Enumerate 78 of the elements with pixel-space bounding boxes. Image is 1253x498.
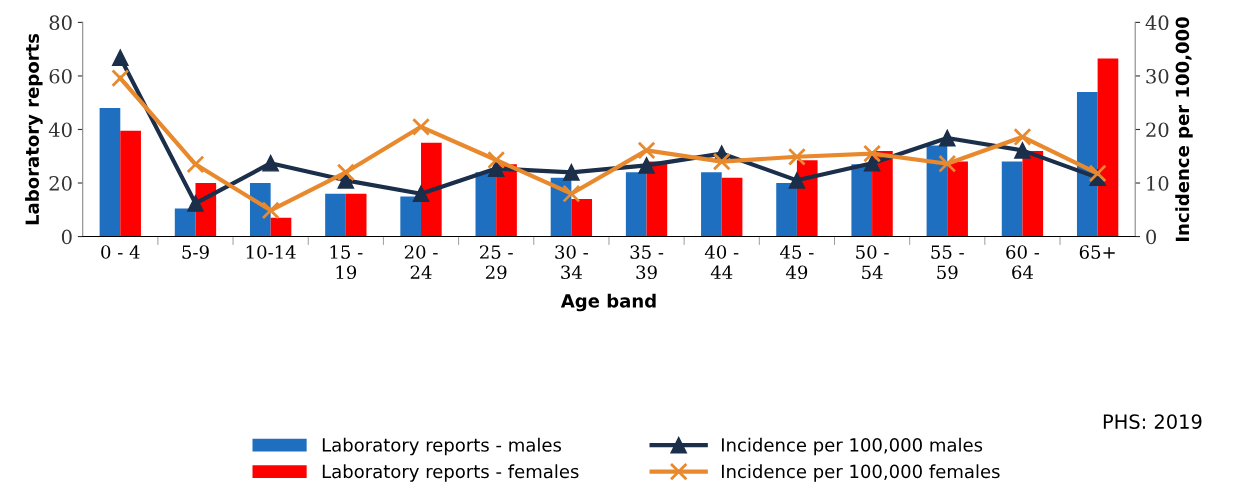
point: [638, 157, 655, 174]
point: [261, 201, 280, 220]
y2-tick-label: 30: [1146, 68, 1169, 84]
x-tick-label: 35 - 39: [630, 245, 664, 280]
x-tick-label: 0 - 4: [101, 245, 140, 259]
bar: [1097, 58, 1119, 237]
bar: [1076, 92, 1098, 237]
bar: [851, 164, 873, 237]
point: [487, 160, 505, 177]
bar: [270, 217, 292, 237]
x-tick-label: 60 - 64: [1006, 245, 1040, 280]
y-tick-label: 20: [49, 175, 72, 191]
bar: [99, 108, 121, 237]
point: [187, 195, 204, 212]
bar: [345, 193, 367, 237]
point: [111, 69, 130, 88]
point: [337, 172, 355, 189]
point: [938, 129, 956, 147]
point: [336, 163, 355, 182]
x-tick-label: 30 - 34: [555, 245, 588, 280]
point: [1014, 142, 1031, 159]
x-axis-title: Age band: [560, 293, 656, 312]
bar: [721, 177, 743, 237]
point: [712, 152, 731, 171]
x-tick-label: 15 - 19: [330, 245, 363, 280]
y-tick-label: 0: [61, 229, 72, 245]
bar: [475, 172, 497, 237]
bar: [421, 142, 442, 237]
point: [863, 154, 881, 172]
y-tick-label: 80: [49, 15, 72, 31]
point: [788, 172, 806, 189]
x-tick-label: 55 - 59: [931, 245, 964, 280]
bar: [1001, 161, 1023, 237]
x-tick-label: 45 - 49: [780, 245, 814, 280]
legend-label: Laboratory reports - males: [322, 437, 562, 456]
text: PHS: 2019: [1103, 414, 1202, 429]
point: [562, 184, 581, 203]
point: [262, 154, 279, 172]
y2-tick-label: 20: [1146, 122, 1169, 138]
y-axis-title: Laboratory reports: [25, 33, 43, 225]
x-tick-label: 40 - 44: [704, 245, 739, 279]
legend-label: Incidence per 100,000 males: [721, 437, 983, 456]
x-tick-label: 50 - 54: [856, 245, 889, 280]
point: [411, 117, 431, 136]
point: [412, 185, 430, 203]
y2-tick-label: 10: [1147, 175, 1169, 191]
point: [563, 163, 580, 181]
bar: [701, 172, 722, 237]
bar: [325, 193, 346, 237]
point: [1013, 127, 1032, 146]
point: [863, 144, 882, 163]
legend-label: Incidence per 100,000 females: [721, 464, 1000, 482]
bar: [947, 161, 968, 237]
point: [186, 155, 205, 174]
bar: [776, 183, 797, 237]
bar: [625, 172, 647, 237]
x-tick-label: 20 - 24: [404, 245, 438, 279]
point: [938, 154, 957, 173]
legend-label: Laboratory reports - females: [322, 464, 579, 482]
point: [487, 150, 506, 170]
y2-tick-label: 0: [1146, 229, 1157, 245]
bar: [174, 208, 196, 237]
y2-tick-label: 40: [1145, 15, 1169, 31]
x-tick-label: 65+: [1079, 245, 1115, 259]
x-tick-label: 25 - 29: [480, 245, 513, 280]
point: [1088, 164, 1107, 183]
y-tick-label: 40: [48, 122, 72, 138]
bar: [400, 196, 422, 237]
y-tick-label: 60: [49, 68, 72, 84]
point: [111, 49, 129, 67]
y2-axis-title: Incidence per 100,000: [1175, 17, 1193, 241]
point: [787, 147, 806, 166]
x-tick-label: 5-9: [182, 245, 209, 259]
bar: [571, 199, 593, 237]
bar: [1022, 150, 1044, 237]
x-tick-label: 10-14: [246, 245, 296, 259]
bar: [120, 130, 141, 237]
point: [637, 141, 656, 160]
